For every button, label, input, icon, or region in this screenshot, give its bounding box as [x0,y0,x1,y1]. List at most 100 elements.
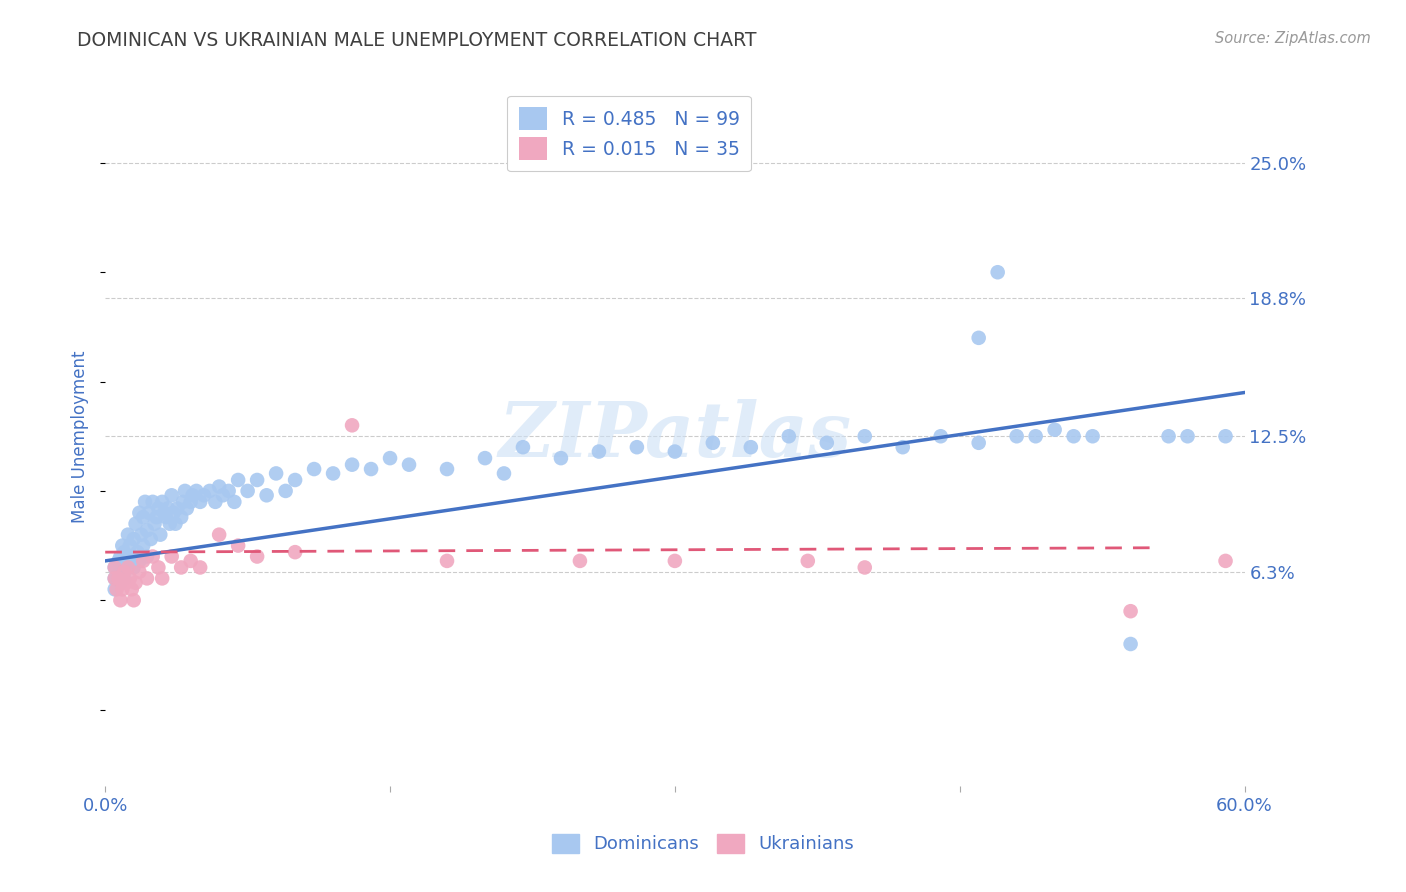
Point [129,527,152,541]
Point [208,527,231,541]
Point [1043,423,1066,437]
Point [264,467,287,481]
Point [139,532,162,546]
Point [104,560,127,574]
Point [165,516,187,531]
Point [218,483,240,498]
Point [891,440,914,454]
Point [156,501,179,516]
Point [284,473,307,487]
Point [226,539,249,553]
Point [121,582,143,597]
Point [180,554,202,568]
Point [110,593,132,607]
Point [398,458,420,472]
Point [117,554,139,568]
Point [132,554,155,568]
Point [155,510,177,524]
Point [124,516,146,531]
Point [256,488,278,502]
Point [166,501,188,516]
Point [1025,429,1047,443]
Point [134,495,156,509]
Point [1005,429,1028,443]
Point [1215,554,1237,568]
Point [186,483,208,498]
Point [987,265,1010,279]
Point [118,571,141,585]
Point [1081,429,1104,443]
Point [111,539,134,553]
Point [174,483,197,498]
Point [198,483,221,498]
Point [160,549,183,564]
Point [170,510,193,524]
Point [122,560,145,574]
Point [208,479,231,493]
Point [778,429,800,443]
Point [474,451,496,466]
Point [436,554,458,568]
Point [302,462,325,476]
Point [138,506,160,520]
Point [132,539,155,553]
Point [148,501,170,516]
Point [150,571,173,585]
Point [1157,429,1180,443]
Point [115,575,138,590]
Point [274,483,297,498]
Point [188,495,211,509]
Point [188,560,211,574]
Point [160,488,183,502]
Point [104,582,127,597]
Point [149,527,172,541]
Point [142,495,165,509]
Legend: R = 0.485   N = 99, R = 0.015   N = 35: R = 0.485 N = 99, R = 0.015 N = 35 [508,95,751,171]
Point [107,571,129,585]
Point [226,473,249,487]
Point [122,593,145,607]
Point [111,582,134,597]
Point [246,549,269,564]
Point [967,331,990,345]
Point [1119,604,1142,618]
Text: Source: ZipAtlas.com: Source: ZipAtlas.com [1215,31,1371,46]
Point [145,510,167,524]
Point [148,560,170,574]
Point [159,516,181,531]
Point [136,571,159,585]
Point [112,565,135,579]
Point [107,567,129,582]
Point [378,451,401,466]
Point [588,444,610,458]
Point [236,483,259,498]
Point [322,467,344,481]
Text: ZIPatlas: ZIPatlas [498,400,852,474]
Point [815,435,838,450]
Text: DOMINICAN VS UKRAINIAN MALE UNEMPLOYMENT CORRELATION CHART: DOMINICAN VS UKRAINIAN MALE UNEMPLOYMENT… [77,31,756,50]
Point [142,549,165,564]
Point [143,516,166,531]
Point [550,451,572,466]
Point [340,458,363,472]
Point [193,488,215,502]
Point [340,418,363,433]
Point [104,571,127,585]
Point [110,575,132,590]
Point [967,435,990,450]
Point [853,429,876,443]
Point [124,575,146,590]
Y-axis label: Male Unemployment: Male Unemployment [72,350,89,523]
Point [853,560,876,574]
Point [128,554,150,568]
Point [702,435,724,450]
Point [118,539,141,553]
Point [568,554,591,568]
Point [153,506,176,520]
Point [1215,429,1237,443]
Point [246,473,269,487]
Point [1177,429,1199,443]
Point [111,565,134,579]
Point [180,495,202,509]
Point [360,462,382,476]
